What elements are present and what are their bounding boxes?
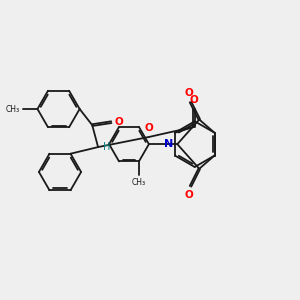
Text: CH₃: CH₃: [132, 178, 146, 187]
Text: O: O: [190, 95, 198, 105]
Text: N: N: [164, 139, 173, 149]
Text: O: O: [185, 88, 194, 98]
Text: O: O: [185, 190, 194, 200]
Text: O: O: [145, 123, 153, 133]
Text: O: O: [115, 117, 124, 127]
Text: H: H: [103, 142, 111, 152]
Text: CH₃: CH₃: [5, 104, 19, 113]
